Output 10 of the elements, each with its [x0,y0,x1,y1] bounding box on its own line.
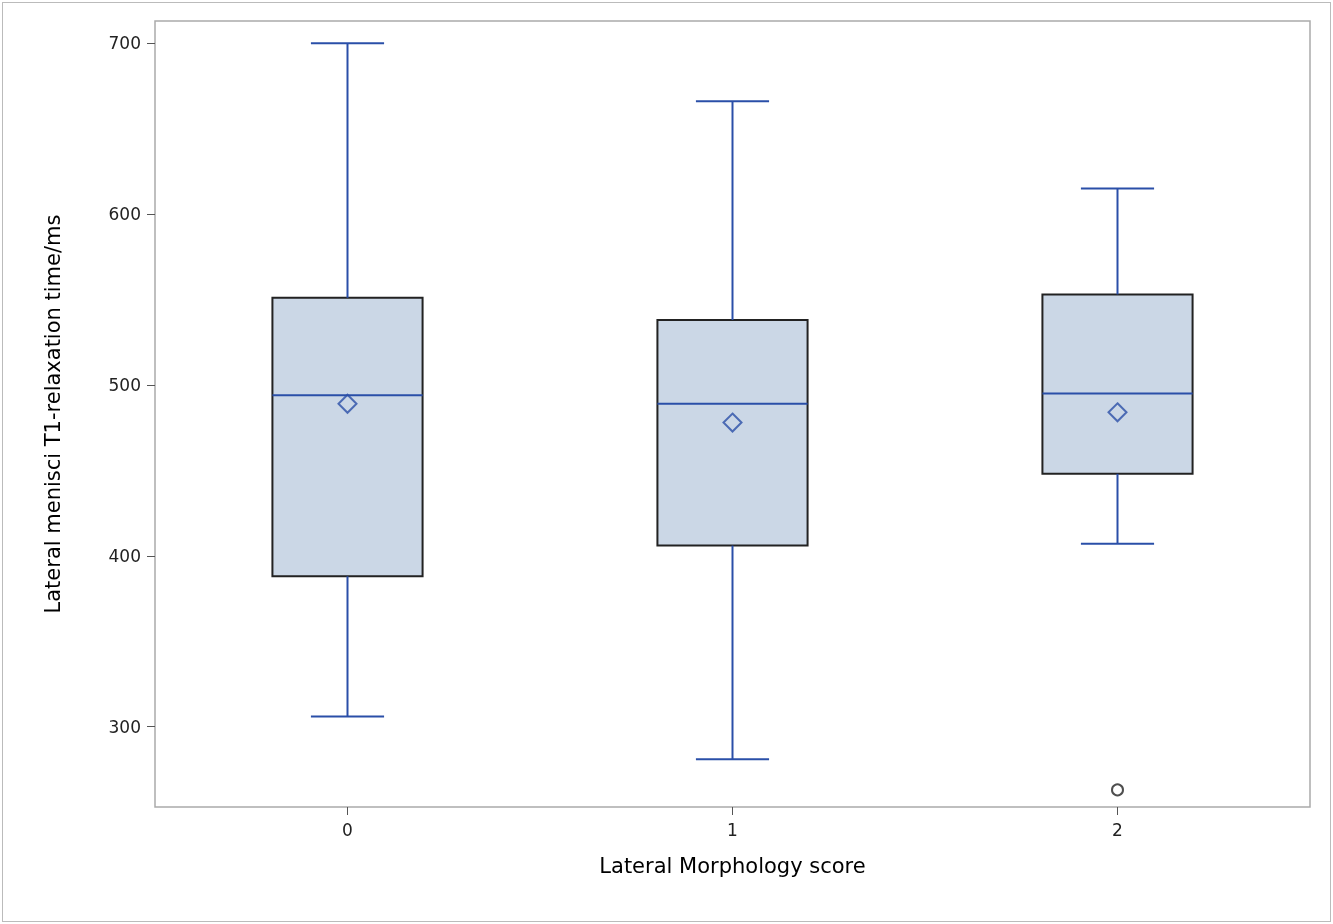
y-tick-label: 300 [108,716,141,737]
y-tick-label: 500 [108,374,141,395]
y-tick-label: 400 [108,545,141,566]
y-tick-label: 600 [108,204,141,225]
x-axis-title: Lateral Morphology score [599,853,866,878]
x-tick-label: 2 [1112,819,1123,840]
y-tick-label: 700 [108,33,141,54]
x-tick-label: 0 [342,819,353,840]
y-axis-title: Lateral menisci T1-relaxation time/ms [40,214,65,614]
x-tick-label: 1 [727,819,738,840]
